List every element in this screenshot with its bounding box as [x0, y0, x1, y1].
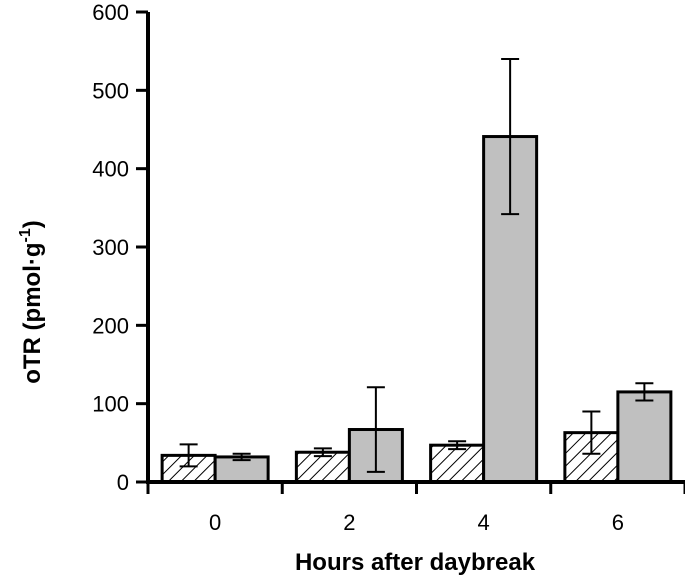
x-ticks: 0 2 4 6: [146, 482, 685, 535]
x-axis-title: Hours after daybreak: [295, 549, 536, 576]
x-tick-label: 2: [343, 510, 355, 535]
error-bars-layer: [179, 58, 654, 473]
y-axis-title-superscript: -1: [17, 228, 34, 242]
y-axis-title: oTR (pmol·g-1): [17, 220, 46, 384]
y-tick-label: 600: [92, 0, 129, 25]
y-tick-label: 100: [92, 392, 129, 417]
y-tick-label: 0: [117, 470, 129, 495]
y-tick-label: 200: [92, 313, 129, 338]
bars-layer: [160, 135, 673, 484]
x-tick-label: 6: [612, 510, 624, 535]
y-tick-label: 400: [92, 157, 129, 182]
bar-series-1: [429, 443, 486, 484]
x-tick-label: 4: [478, 510, 490, 535]
bar-series-2: [616, 390, 673, 484]
y-axis-title-prefix: oTR (pmol·g: [19, 242, 46, 383]
x-tick-label: 0: [209, 510, 221, 535]
y-tick-label: 300: [92, 235, 129, 260]
y-axis-title-suffix: ): [19, 220, 46, 228]
y-ticks: 0 100 200 300 400 500 600: [92, 0, 148, 495]
y-tick-label: 500: [92, 78, 129, 103]
bar-series-2: [213, 455, 270, 484]
